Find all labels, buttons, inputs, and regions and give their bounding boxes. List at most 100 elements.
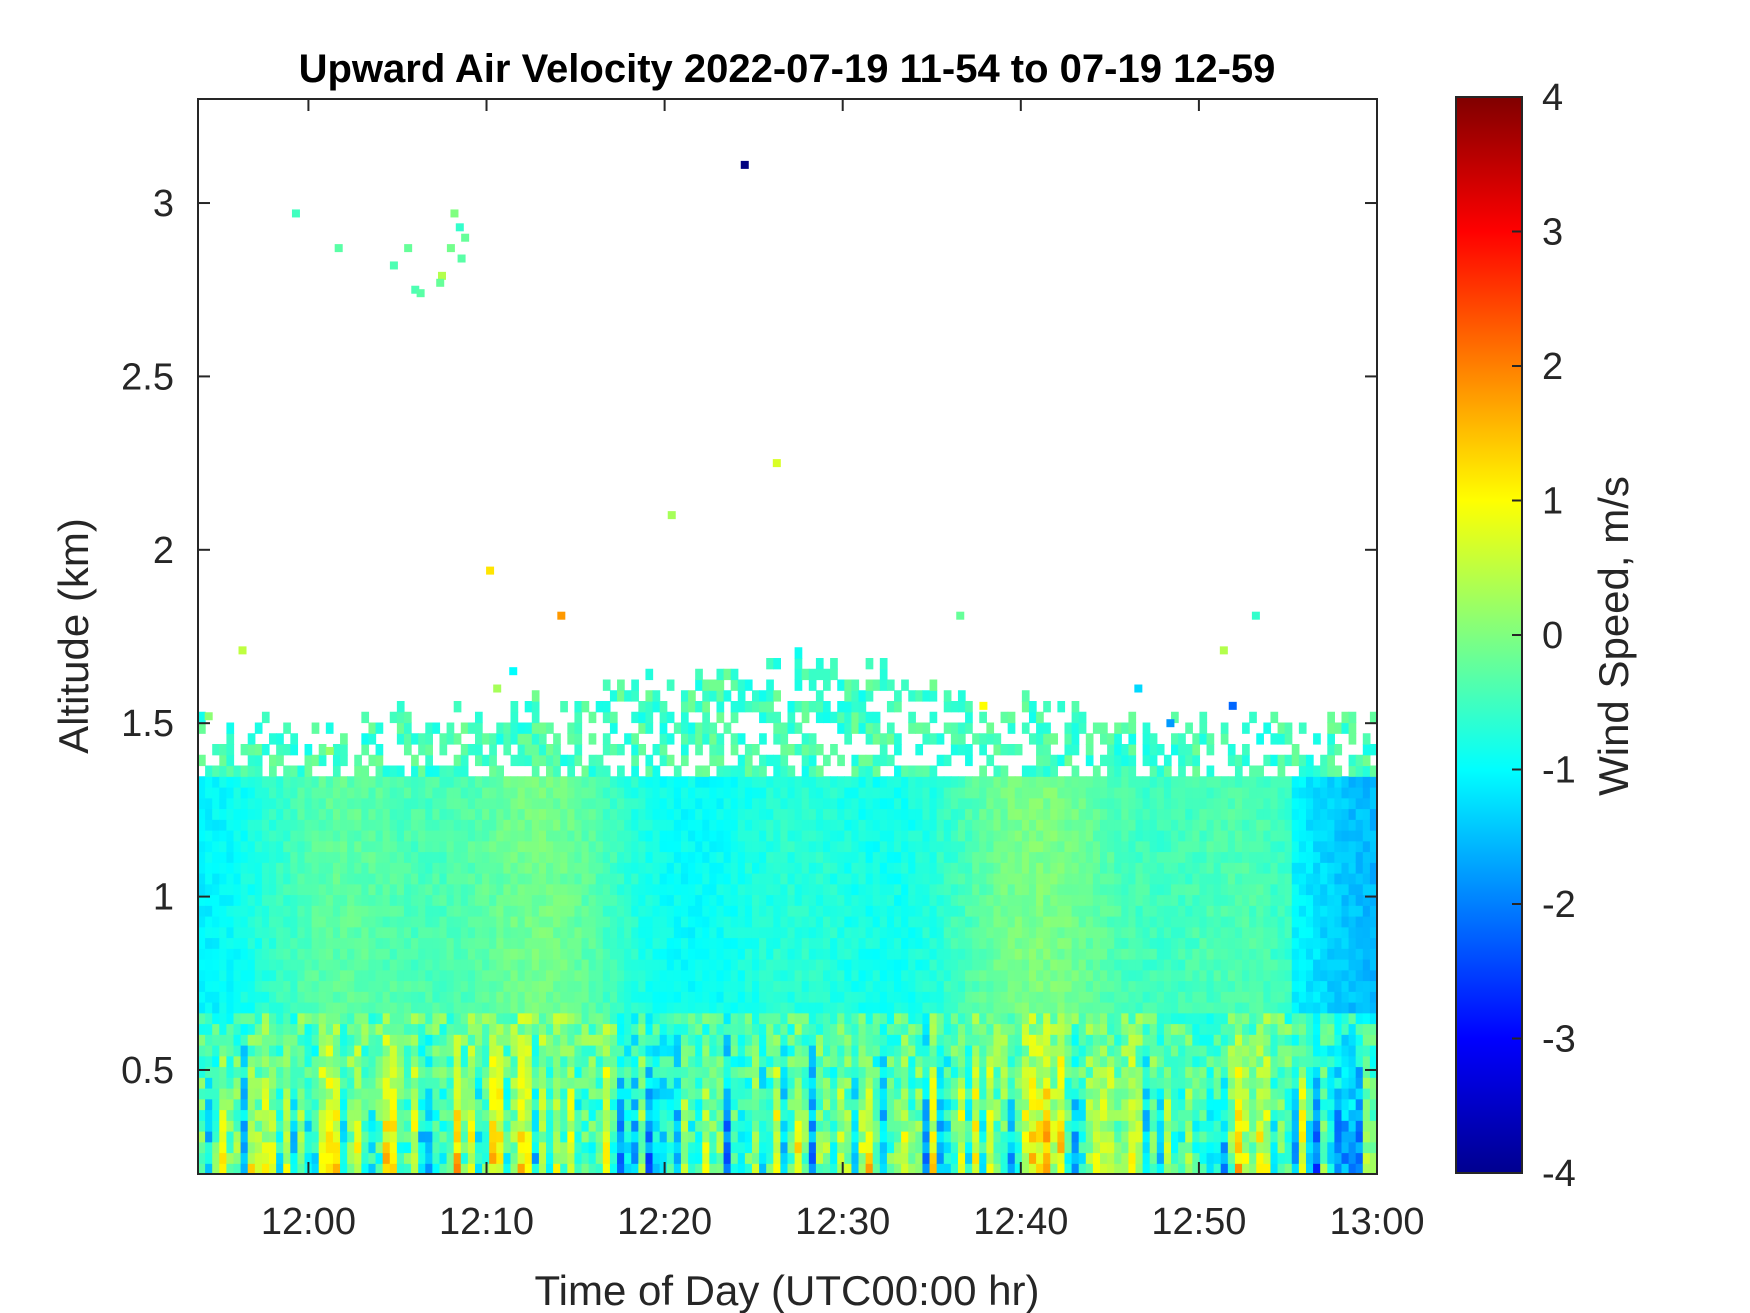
heatmap-cell — [602, 991, 611, 1003]
heatmap-cell — [531, 711, 540, 724]
heatmap-cell — [659, 711, 668, 724]
heatmap-cell — [453, 851, 462, 863]
heatmap-cell — [666, 1002, 675, 1014]
heatmap-cell — [254, 991, 263, 1003]
heatmap-cell — [588, 894, 597, 906]
heatmap-cell — [638, 840, 647, 853]
heatmap-cell — [311, 797, 320, 810]
heatmap-cell — [737, 1055, 746, 1068]
heatmap-cell — [837, 701, 845, 713]
heatmap-cell — [574, 873, 583, 885]
heatmap-cell — [212, 1152, 220, 1164]
heatmap-cell — [759, 991, 767, 1003]
heatmap-cell — [496, 1152, 504, 1164]
heatmap-cell — [517, 744, 526, 756]
heatmap-cell — [943, 1045, 952, 1057]
heatmap-cell — [389, 1034, 398, 1046]
heatmap-cell — [851, 991, 860, 1003]
heatmap-cell — [1028, 851, 1037, 863]
heatmap-cell — [602, 1098, 611, 1111]
heatmap-cell — [325, 883, 334, 896]
heatmap-cell — [403, 1045, 412, 1057]
heatmap-cell — [766, 862, 774, 874]
heatmap-cell — [453, 937, 462, 949]
heatmap-cell — [709, 1012, 718, 1025]
heatmap-cell — [368, 1120, 377, 1132]
heatmap-cell — [922, 1131, 931, 1143]
heatmap-cell — [872, 1002, 881, 1014]
heatmap-cell — [340, 1141, 348, 1154]
heatmap-cell — [844, 722, 853, 734]
heatmap-cell — [361, 808, 370, 820]
heatmap-cell — [205, 916, 213, 928]
heatmap-cell — [609, 787, 618, 799]
heatmap-cell — [269, 1109, 277, 1121]
heatmap-cell — [382, 969, 391, 982]
heatmap-cell — [645, 1002, 654, 1014]
heatmap-cell — [645, 894, 654, 906]
heatmap-cell — [482, 733, 490, 745]
heatmap-cell — [666, 1163, 675, 1174]
heatmap-cell — [1057, 948, 1066, 960]
heatmap-cell — [396, 1077, 405, 1089]
heatmap-cell — [581, 1045, 590, 1057]
heatmap-cell — [389, 894, 398, 906]
heatmap-cell — [716, 894, 725, 906]
heatmap-cell — [659, 980, 668, 992]
heatmap-cell — [1014, 873, 1023, 885]
heatmap-cell — [894, 1077, 902, 1089]
heatmap-cell — [794, 830, 803, 842]
heatmap-cell — [659, 1066, 668, 1078]
heatmap-cell — [411, 1077, 419, 1089]
heatmap-cell — [680, 1023, 689, 1035]
heatmap-cell — [801, 1141, 810, 1154]
heatmap-cell — [347, 1077, 355, 1089]
heatmap-cell — [709, 959, 718, 971]
heatmap-cell — [283, 1077, 291, 1089]
heatmap-cell — [304, 959, 313, 971]
heatmap-cell — [609, 1098, 618, 1111]
heatmap-cell — [979, 830, 987, 842]
heatmap-cell — [340, 948, 348, 960]
heatmap-cell — [972, 1066, 980, 1078]
heatmap-cell — [354, 905, 362, 917]
heatmap-cell — [986, 1002, 995, 1014]
heatmap-cell — [467, 1098, 476, 1111]
heatmap-cell — [986, 1141, 995, 1154]
heatmap-cell — [389, 797, 398, 810]
heatmap-cell — [602, 819, 611, 831]
heatmap-cell — [460, 948, 469, 960]
heatmap-cell — [972, 862, 980, 874]
heatmap-cell — [1014, 776, 1023, 788]
heatmap-cell — [766, 787, 774, 799]
heatmap-cell — [283, 894, 291, 906]
heatmap-cell — [773, 873, 781, 885]
heatmap-cell — [730, 1066, 739, 1078]
heatmap-cell — [915, 1034, 924, 1046]
heatmap-cell — [432, 948, 441, 960]
heatmap-cell — [332, 1077, 341, 1089]
heatmap-cell — [446, 948, 455, 960]
heatmap-cell — [929, 797, 938, 810]
heatmap-cell — [879, 1077, 888, 1089]
heatmap-cell — [936, 1034, 945, 1046]
heatmap-cell — [751, 1141, 760, 1154]
heatmap-cell — [340, 819, 348, 831]
heatmap-cell — [361, 819, 370, 831]
heatmap-cell — [247, 1120, 256, 1132]
heatmap-cell — [645, 776, 654, 788]
heatmap-cell — [581, 1012, 590, 1025]
heatmap-cell — [538, 1120, 547, 1132]
heatmap-cell — [567, 991, 576, 1003]
heatmap-cell — [489, 959, 497, 971]
heatmap-cell — [901, 776, 909, 788]
heatmap-cell — [411, 948, 419, 960]
heatmap-cell — [872, 1141, 881, 1154]
heatmap-cell — [325, 830, 334, 842]
heatmap-cell — [1050, 969, 1058, 982]
heatmap-cell — [1043, 1023, 1051, 1035]
heatmap-cell — [957, 1131, 966, 1143]
heatmap-cell — [588, 916, 597, 928]
heatmap-cell — [219, 959, 228, 971]
heatmap-cell — [553, 980, 561, 992]
